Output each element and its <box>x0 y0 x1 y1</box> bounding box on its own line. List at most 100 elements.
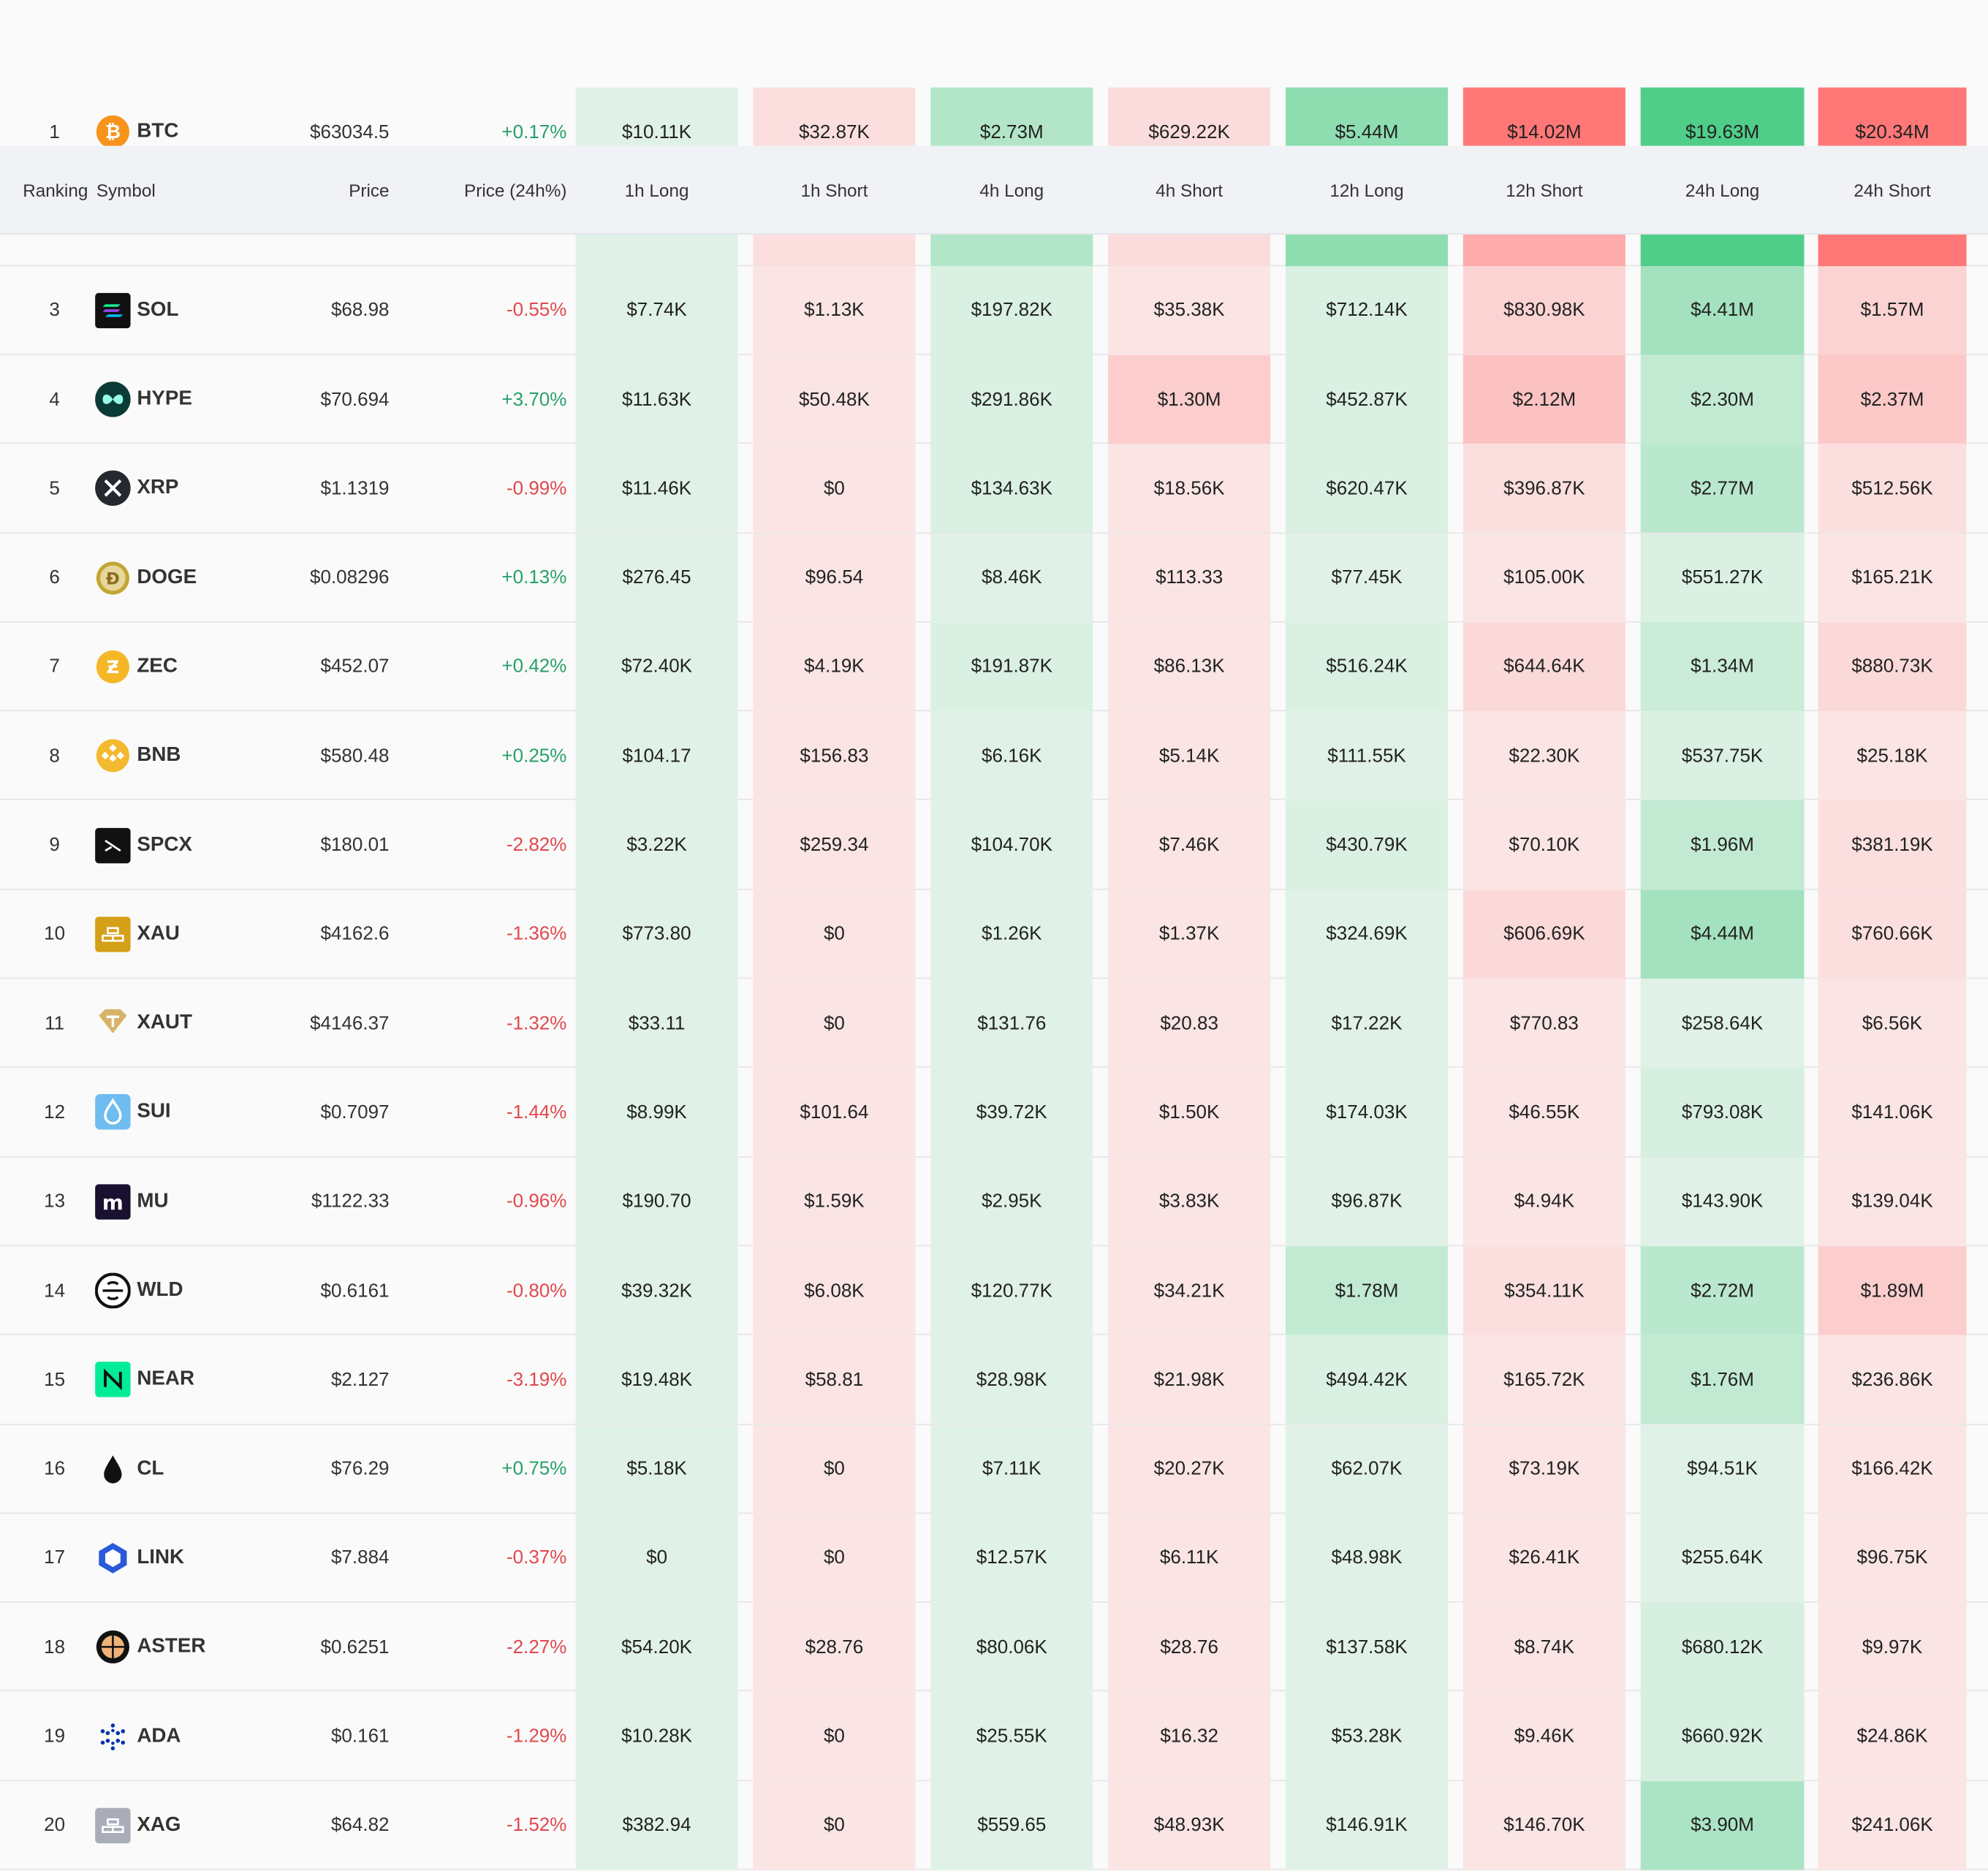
symbol-link[interactable]: CL <box>137 1457 164 1479</box>
symbol-link[interactable]: ZEC <box>137 655 178 678</box>
table-row[interactable]: $72.40K $4.19K $191.87K $86.13K $516.24K $644… <box>0 622 1988 712</box>
table-row[interactable]: $10.11K $32.87K $2.73M $629.22K $5.44M $14.02… <box>0 87 1988 177</box>
short-liq-cell: $0 <box>753 1780 916 1870</box>
short-liq-cell: $156.83 <box>753 711 916 801</box>
symbol-link[interactable]: LINK <box>137 1546 185 1568</box>
table-row[interactable]: $11.63K $50.48K $291.86K $1.30M $452.87K $2.1… <box>0 354 1988 444</box>
long-column-header[interactable]: 12h Long <box>1329 179 1404 200</box>
long-liq-cell: $53.28K <box>1285 1691 1449 1781</box>
short-liq-cell: $3.83K <box>1108 1157 1271 1247</box>
rank-cell: 14 <box>44 1280 66 1302</box>
table-row[interactable]: $19.48K $58.81 $28.98K $21.98K $494.42K $165.… <box>0 1335 1988 1424</box>
ranking-header[interactable]: Ranking <box>23 179 88 200</box>
short-liq-cell: $830.98K <box>1462 265 1625 355</box>
bnb-icon <box>95 738 131 774</box>
symbol-link[interactable]: MU <box>137 1190 169 1212</box>
long-liq-cell: $3.90M <box>1640 1780 1805 1870</box>
long-column-header[interactable]: 24h Long <box>1685 179 1760 200</box>
price-change-header[interactable]: Price (24h%) <box>464 179 567 200</box>
symbol-link[interactable]: SUI <box>137 1101 171 1123</box>
price-cell: $452.07 <box>320 656 390 678</box>
long-liq-cell: $94.51K <box>1640 1424 1805 1514</box>
table-row[interactable]: $54.20K $28.76 $80.06K $28.76 $137.58K $8.74K… <box>0 1602 1988 1692</box>
symbol-link[interactable]: NEAR <box>137 1368 195 1390</box>
long-liq-cell: $131.76 <box>930 979 1093 1069</box>
table-row[interactable]: $190.70 $1.59K $2.95K $3.83K $96.87K $4.94K $1… <box>0 1157 1988 1247</box>
long-column-header[interactable]: 4h Long <box>979 179 1044 200</box>
table-row[interactable]: $773.80 $0 $1.26K $1.37K $324.69K $606.69K $4.… <box>0 889 1988 979</box>
long-liq-cell: $5.18K <box>575 1424 738 1514</box>
table-row[interactable]: $0 $0 $12.57K $6.11K $48.98K $26.41K $255.64K $… <box>0 1513 1988 1603</box>
symbol-link[interactable]: WLD <box>137 1279 183 1301</box>
short-liq-cell: $139.04K <box>1818 1157 1967 1247</box>
symbol-header[interactable]: Symbol <box>96 179 156 200</box>
aster-icon <box>95 1629 131 1665</box>
short-liq-cell: $141.06K <box>1818 1068 1967 1158</box>
table-row[interactable]: $8.99K $101.64 $39.72K $1.50K $174.03K $46.55… <box>0 1068 1988 1158</box>
price-change-cell: -0.99% <box>506 477 567 500</box>
long-liq-cell: $8.99K <box>575 1068 738 1158</box>
short-liq-cell: $880.73K <box>1818 622 1967 712</box>
long-liq-cell: $174.03K <box>1285 1068 1449 1158</box>
symbol-link[interactable]: XAU <box>137 922 180 945</box>
rank-cell: 12 <box>44 1101 66 1123</box>
long-liq-cell: $551.27K <box>1640 533 1805 623</box>
long-liq-cell: $80.06K <box>930 1602 1093 1692</box>
short-column-header[interactable]: 1h Short <box>800 179 868 200</box>
table-row[interactable]: $10.28K $0 $25.55K $16.32 $53.28K $9.46K $660.… <box>0 1691 1988 1781</box>
short-liq-cell: $0 <box>753 979 916 1069</box>
price-change-cell: +0.25% <box>501 745 567 767</box>
symbol-link[interactable]: HYPE <box>137 387 192 410</box>
symbol-link[interactable]: XAG <box>137 1814 181 1836</box>
rank-cell: 17 <box>44 1547 66 1569</box>
symbol-link[interactable]: ADA <box>137 1725 181 1747</box>
table-row[interactable]: $5.18K $0 $7.11K $20.27K $62.07K $73.19K $94.5… <box>0 1424 1988 1514</box>
svg-text:Ƶ: Ƶ <box>107 656 120 678</box>
short-liq-cell: $24.86K <box>1818 1691 1967 1781</box>
short-liq-cell: $770.83 <box>1462 979 1625 1069</box>
short-liq-cell: $1.30M <box>1108 354 1271 444</box>
symbol-link[interactable]: DOGE <box>137 566 197 588</box>
short-liq-cell: $146.70K <box>1462 1780 1625 1870</box>
rank-cell: 18 <box>44 1636 66 1658</box>
long-liq-cell: $111.55K <box>1285 711 1449 801</box>
price-cell: $180.01 <box>320 834 390 856</box>
table-row[interactable]: $104.17 $156.83 $6.16K $5.14K $111.55K $22.30… <box>0 711 1988 801</box>
short-column-header[interactable]: 24h Short <box>1854 179 1931 200</box>
price-cell: $70.694 <box>320 388 390 411</box>
symbol-link[interactable]: XAUT <box>137 1012 192 1034</box>
short-column-header[interactable]: 12h Short <box>1506 179 1583 200</box>
cardano-icon <box>95 1718 131 1754</box>
table-row[interactable]: $3.22K $259.34 $104.70K $7.46K $430.79K $70.1… <box>0 800 1988 890</box>
rank-cell: 16 <box>44 1458 66 1480</box>
symbol-link[interactable]: SOL <box>137 298 179 321</box>
long-liq-cell: $4.41M <box>1640 265 1805 355</box>
micron-icon: m <box>95 1183 131 1220</box>
short-liq-cell: $6.56K <box>1818 979 1967 1069</box>
table-row[interactable]: $382.94 $0 $559.65 $48.93K $146.91K $146.70K $… <box>0 1780 1988 1870</box>
short-column-header[interactable]: 4h Short <box>1156 179 1223 200</box>
table-row[interactable]: $11.46K $0 $134.63K $18.56K $620.47K $396.87K… <box>0 444 1988 534</box>
solana-icon <box>95 292 131 328</box>
symbol-link[interactable]: BTC <box>137 121 179 143</box>
table-header: Ranking Symbol Price Price (24h%) 1h Long 1h … <box>0 145 1988 235</box>
symbol-link[interactable]: XRP <box>137 477 179 499</box>
long-liq-cell: $54.20K <box>575 1602 738 1692</box>
bitcoin-icon: ₿ <box>95 114 131 150</box>
price-header[interactable]: Price <box>349 179 390 200</box>
symbol-link[interactable]: BNB <box>137 744 181 767</box>
long-column-header[interactable]: 1h Long <box>624 179 689 200</box>
table-row[interactable]: $33.11 $0 $131.76 $20.83 $17.22K $770.83 $258.… <box>0 979 1988 1069</box>
long-liq-cell: $77.45K <box>1285 533 1449 623</box>
symbol-link[interactable]: ASTER <box>137 1636 206 1658</box>
price-change-cell: -2.27% <box>506 1636 567 1658</box>
table-row[interactable]: $7.74K $1.13K $197.82K $35.38K $712.14K $830.… <box>0 265 1988 355</box>
table-row[interactable]: $39.32K $6.08K $120.77K $34.21K $1.78M $354.1… <box>0 1246 1988 1335</box>
short-liq-cell: $8.74K <box>1462 1602 1625 1692</box>
symbol-link[interactable]: SPCX <box>137 833 192 856</box>
oil-drop-icon <box>95 1451 131 1487</box>
price-cell: $0.7097 <box>320 1101 390 1123</box>
rank-cell: 20 <box>44 1814 66 1837</box>
table-row[interactable]: $276.45 $96.54 $8.46K $113.33 $77.45K $105.00… <box>0 533 1988 623</box>
short-liq-cell: $26.41K <box>1462 1513 1625 1603</box>
